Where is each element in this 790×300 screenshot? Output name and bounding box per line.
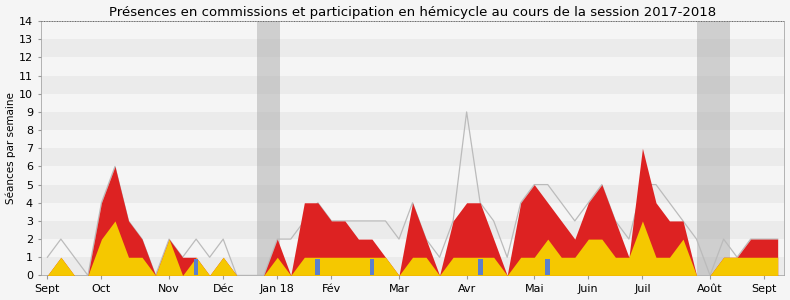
Bar [40, 221, 784, 239]
Bar [370, 259, 374, 275]
Bar [194, 259, 198, 275]
Bar [40, 239, 784, 257]
Bar [478, 259, 483, 275]
Bar [40, 57, 784, 76]
Bar [257, 21, 280, 275]
Bar [40, 184, 784, 203]
Bar [40, 167, 784, 184]
Bar [545, 259, 550, 275]
Bar [40, 112, 784, 130]
Title: Présences en commissions et participation en hémicycle au cours de la session 20: Présences en commissions et participatio… [109, 6, 716, 19]
Bar [697, 21, 730, 275]
Bar [40, 257, 784, 275]
Bar [40, 148, 784, 166]
Bar [40, 94, 784, 112]
Bar [40, 39, 784, 57]
Y-axis label: Séances par semaine: Séances par semaine [6, 92, 16, 204]
Bar [40, 21, 784, 39]
Bar [40, 203, 784, 221]
Bar [40, 130, 784, 148]
Bar [315, 259, 320, 275]
Bar [40, 76, 784, 94]
